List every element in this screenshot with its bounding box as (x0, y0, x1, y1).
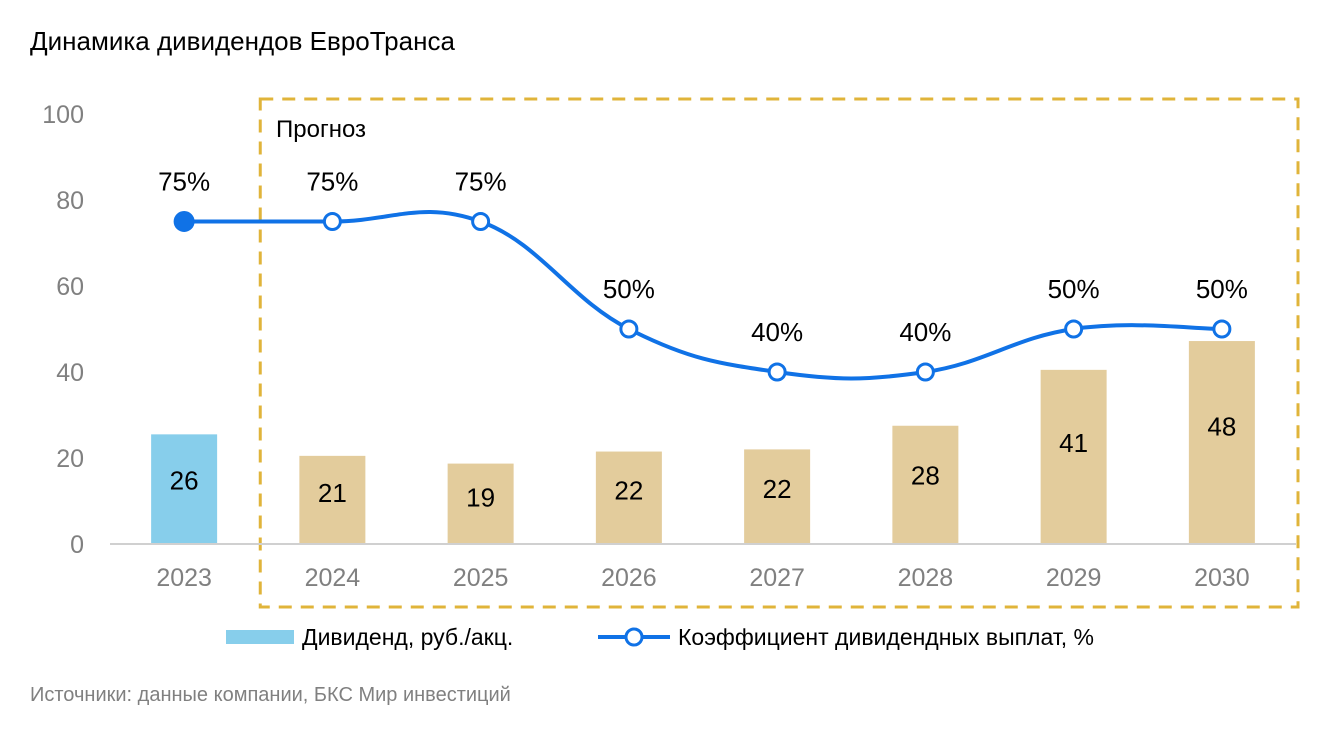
dividend-bar (299, 455, 366, 544)
legend-line-label: Коэффициент дивидендных выплат, % (678, 624, 1094, 650)
dividend-bar (892, 425, 959, 544)
payout-ratio-line (184, 209, 1222, 381)
x-tick-label: 2026 (601, 564, 657, 592)
bar-value-label: 41 (1059, 428, 1088, 458)
payout-ratio-point (619, 319, 639, 339)
bar-value-label: 28 (911, 460, 940, 490)
payout-ratio-label: 40% (751, 317, 803, 347)
chart-title: Динамика дивидендов ЕвроТранса (30, 26, 455, 56)
payout-ratio-label: 40% (899, 317, 951, 347)
y-axis: 0 20 40 60 80 100 (42, 101, 84, 559)
payout-ratio-point (915, 362, 935, 382)
forecast-region: Прогноз (258, 97, 1300, 609)
forecast-frame (258, 97, 1300, 609)
y-tick-label: 40 (56, 359, 84, 387)
x-tick-label: 2028 (898, 564, 954, 592)
dividend-bar (151, 434, 218, 544)
x-tick-label: 2024 (305, 564, 361, 592)
bar-series: 26 21 19 22 22 28 41 48 (151, 341, 1255, 544)
dividend-bar (744, 449, 811, 544)
x-tick-label: 2027 (749, 564, 805, 592)
x-axis: 2023 2024 2025 2026 2027 2028 2029 2030 (156, 564, 1249, 592)
payout-ratio-label: 75% (158, 167, 210, 197)
x-tick-label: 2025 (453, 564, 509, 592)
dividend-bar (1040, 369, 1107, 544)
bar-value-label: 22 (614, 475, 643, 505)
bar-value-label: 19 (466, 482, 495, 512)
y-tick-label: 100 (42, 101, 84, 129)
payout-ratio-label: 50% (1048, 274, 1100, 304)
legend-bar-swatch (226, 630, 294, 644)
forecast-label: Прогноз (276, 116, 366, 143)
dividend-bar (1188, 341, 1255, 544)
payout-ratio-point (1064, 319, 1084, 339)
payout-ratio-point (322, 212, 342, 231)
bar-value-label: 26 (170, 465, 199, 495)
y-tick-label: 0 (70, 531, 84, 559)
bar-value-label: 48 (1207, 411, 1236, 441)
payout-ratio-point (1212, 319, 1232, 339)
x-tick-label: 2030 (1194, 564, 1250, 592)
y-tick-label: 20 (56, 445, 84, 473)
y-tick-label: 60 (56, 273, 84, 301)
dividend-bar (447, 463, 514, 544)
bar-value-label: 21 (318, 478, 347, 508)
payout-ratio-point (767, 362, 787, 382)
payout-ratio-point (173, 211, 195, 232)
legend-bar-label: Дивиденд, руб./акц. (302, 624, 513, 650)
legend-line-marker (624, 627, 644, 647)
x-tick-label: 2023 (156, 564, 212, 592)
dividend-bar (595, 451, 662, 544)
bar-value-label: 22 (763, 474, 792, 504)
legend: Дивиденд, руб./акц. Коэффициент дивиденд… (226, 624, 1094, 650)
payout-ratio-point (471, 212, 491, 231)
payout-ratio-label: 75% (455, 167, 507, 197)
x-tick-label: 2029 (1046, 564, 1102, 592)
payout-ratio-label: 75% (306, 167, 358, 197)
y-tick-label: 80 (56, 187, 84, 215)
payout-ratio-label: 50% (603, 274, 655, 304)
payout-ratio-label: 50% (1196, 274, 1248, 304)
payout-ratio-points: 75% 75% 75% 50% 40% 40% 50% 50% (158, 167, 1248, 382)
source-note: Источники: данные компании, БКС Мир инве… (30, 684, 511, 706)
